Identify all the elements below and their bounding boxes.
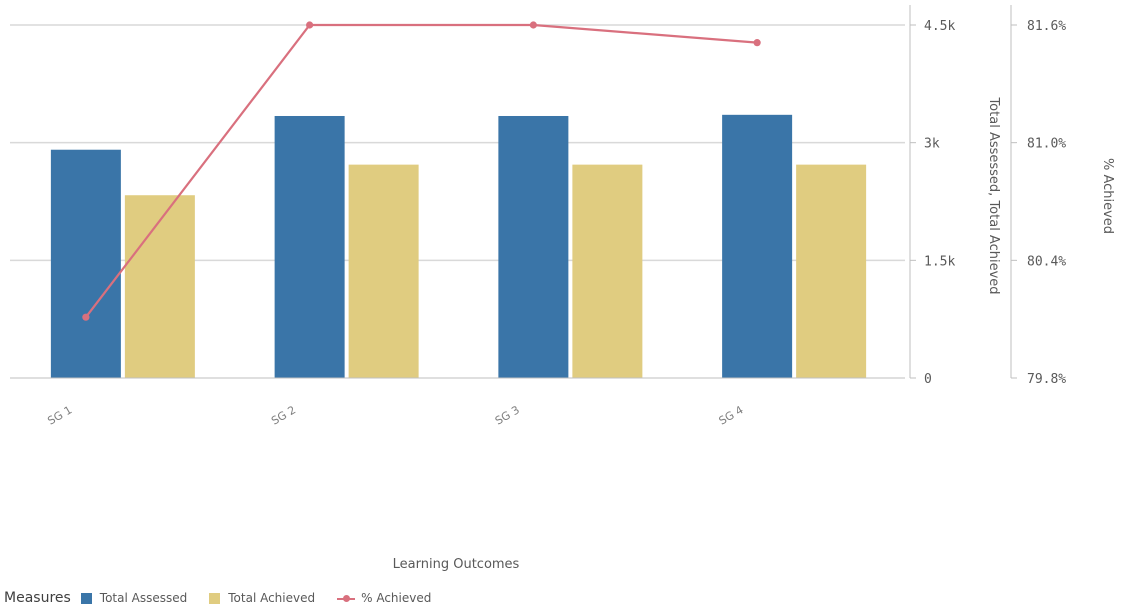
left-axis-tick-label: 1.5k bbox=[924, 254, 955, 269]
left-axis-tick-label: 3k bbox=[924, 137, 940, 152]
right-axis-title: % Achieved bbox=[1100, 158, 1115, 234]
x-axis-tick-label: SG 3 bbox=[493, 403, 522, 427]
line-point-2 bbox=[306, 21, 314, 29]
line-percent-achieved bbox=[85, 23, 758, 318]
legend-swatch-square-icon bbox=[209, 592, 221, 604]
right-axis-tick-label: 81.0% bbox=[1027, 137, 1066, 152]
legend: Measures Total Assessed Total Achieved %… bbox=[4, 588, 453, 608]
legend-label: % Achieved bbox=[361, 591, 432, 605]
left-axis-tick-label: 4.5k bbox=[924, 19, 955, 34]
legend-label: Total Achieved bbox=[228, 591, 316, 605]
legend-item-total-assessed[interactable]: Total Assessed bbox=[80, 591, 188, 605]
left-axis-tick-label: 0 bbox=[924, 372, 932, 387]
x-axis-tick-label: SG 1 bbox=[45, 403, 74, 427]
bar-total-achieved-3 bbox=[572, 164, 643, 378]
x-axis-tick-label: SG 4 bbox=[717, 403, 746, 427]
legend-swatch-square-icon bbox=[80, 592, 92, 604]
line-point-1 bbox=[82, 313, 90, 321]
line-point-4 bbox=[753, 39, 761, 47]
legend-item-total-achieved[interactable]: Total Achieved bbox=[209, 591, 315, 605]
bar-total-assessed-4 bbox=[722, 114, 793, 379]
bar-total-assessed-3 bbox=[498, 115, 569, 379]
bar-total-achieved-1 bbox=[124, 195, 195, 378]
bar-total-assessed-2 bbox=[274, 115, 345, 379]
legend-swatch-line-marker-icon bbox=[337, 593, 356, 604]
line-point-3 bbox=[529, 21, 537, 29]
right-axis-tick-label: 81.6% bbox=[1027, 19, 1066, 34]
axes: 0 1.5k 3k 4.5k 79.8% 80.4% 81.0% 81.6% SG 1 SG 2 S… bbox=[10, 5, 1066, 428]
legend-title: Measures bbox=[4, 590, 71, 606]
left-axis-title: Total Assessed, Total Achieved bbox=[986, 96, 1001, 294]
bar-total-assessed-1 bbox=[50, 149, 121, 378]
bar-total-achieved-4 bbox=[796, 164, 867, 378]
line-series bbox=[82, 21, 761, 321]
bar-series bbox=[50, 114, 867, 379]
right-axis-tick-label: 80.4% bbox=[1027, 254, 1066, 269]
legend-label: Total Assessed bbox=[99, 591, 188, 605]
legend-item-percent-achieved[interactable]: % Achieved bbox=[337, 591, 431, 605]
x-axis-tick-label: SG 2 bbox=[269, 403, 298, 427]
right-axis-tick-label: 79.8% bbox=[1027, 372, 1066, 387]
bar-total-achieved-2 bbox=[348, 164, 419, 378]
x-axis-title: Learning Outcomes bbox=[393, 557, 520, 572]
